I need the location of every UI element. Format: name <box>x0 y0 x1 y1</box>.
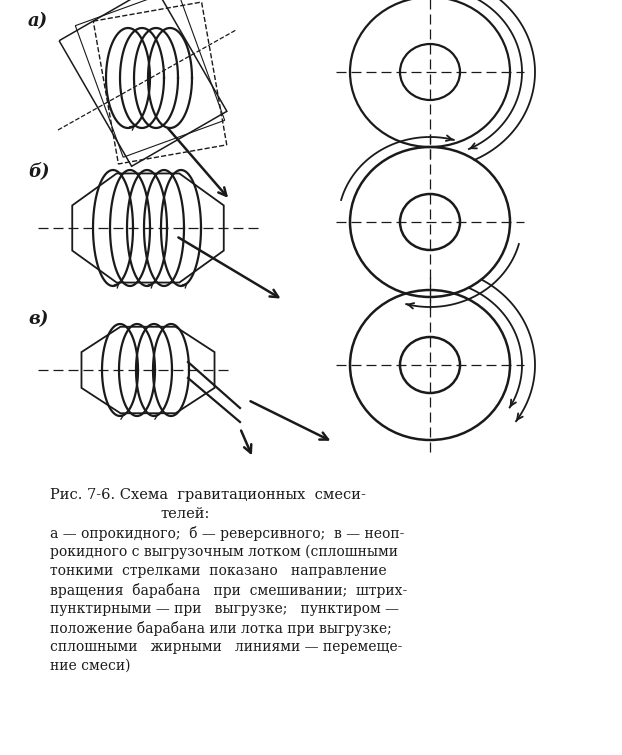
Text: сплошными   жирными   линиями — перемеще-: сплошными жирными линиями — перемеще- <box>50 640 402 654</box>
Text: в): в) <box>28 310 49 328</box>
Text: б): б) <box>28 162 50 180</box>
Text: а): а) <box>28 12 48 30</box>
Text: рокидного с выгрузочным лотком (сплошными: рокидного с выгрузочным лотком (сплошным… <box>50 545 398 559</box>
Text: тонкими  стрелками  показано   направление: тонкими стрелками показано направление <box>50 564 387 578</box>
Text: положение барабана или лотка при выгрузке;: положение барабана или лотка при выгрузк… <box>50 621 392 636</box>
Text: пунктирными — при   выгрузке;   пунктиром —: пунктирными — при выгрузке; пунктиром — <box>50 602 399 616</box>
Text: телей:: телей: <box>160 507 210 521</box>
Text: а — опрокидного;  б — реверсивного;  в — неоп-: а — опрокидного; б — реверсивного; в — н… <box>50 526 404 541</box>
Text: ние смеси): ние смеси) <box>50 659 131 673</box>
Text: вращения  барабана   при  смешивании;  штрих-: вращения барабана при смешивании; штрих- <box>50 583 407 598</box>
Text: Рис. 7-6. Схема  гравитационных  смеси-: Рис. 7-6. Схема гравитационных смеси- <box>50 488 366 502</box>
